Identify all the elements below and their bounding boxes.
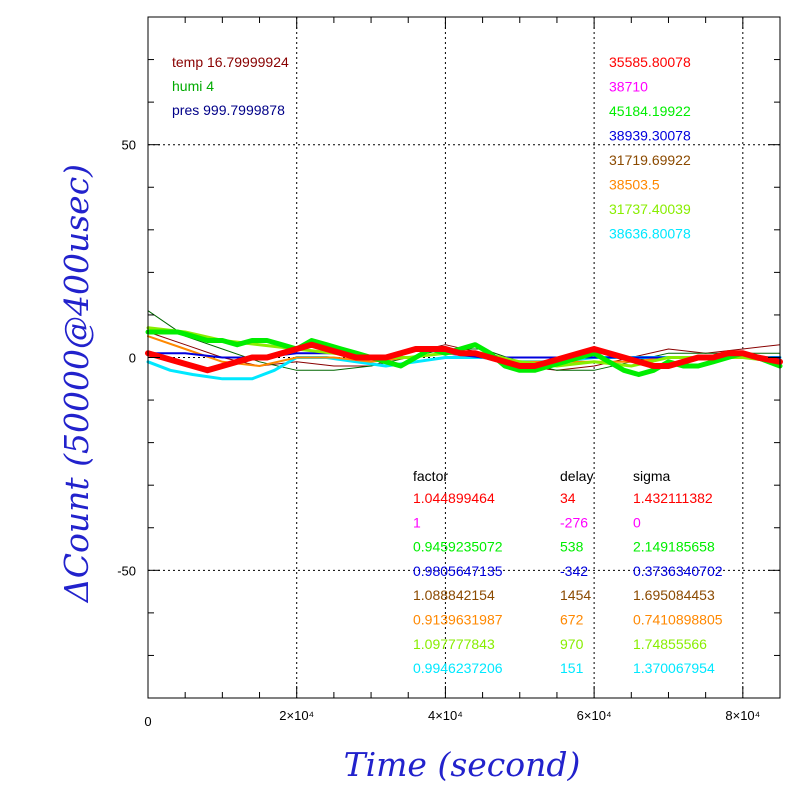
factor-value-label: 0.9459235072 [413,539,503,555]
sigma-value-label: 0.7410898805 [633,612,723,628]
delay-value-label: 34 [560,490,576,506]
env-info-label: temp 16.79999924 [172,54,289,70]
series-line-7 [145,329,783,377]
sigma-value-label: 1.74855566 [633,636,707,652]
delay-value-label: -276 [560,514,588,530]
factor-value-label: 0.9946237206 [413,660,503,676]
tick-marks [147,17,781,698]
delay-value-label: 538 [560,539,584,555]
sigma-value-label: 1.432111382 [633,490,713,506]
delay-value-label: 970 [560,636,584,652]
table-header-label: delay [560,468,593,484]
average-value-label: 35585.80078 [609,54,691,70]
average-value-label: 31737.40039 [609,201,691,217]
factor-value-label: 0.9139631987 [413,612,503,628]
tick-labels: 0 2×10⁴ 4×10⁴ 6×10⁴ 8×10⁴ 50 0 -50 [117,138,760,729]
average-value-label: 31719.69922 [609,152,691,168]
delay-value-label: 1454 [560,587,591,603]
sigma-value-label: 2.149185658 [633,539,715,555]
series-line-8 [145,341,783,374]
average-value-label: 38939.30078 [609,128,691,144]
delay-value-label: 672 [560,612,584,628]
series-layer [145,310,783,381]
factor-value-label: 1.044899464 [413,490,495,506]
table-header-label: sigma [633,468,671,484]
delay-value-label: -342 [560,563,588,579]
env-info-label: pres 999.7999878 [172,102,285,118]
x-tick-label: 0 [144,714,151,729]
table-header-label: factor [413,468,448,484]
factor-value-label: 1.088842154 [413,587,495,603]
average-value-label: 38710 [609,79,648,95]
average-value-label: 38503.5 [609,177,660,193]
sigma-value-label: 0 [633,514,641,530]
x-tick-label: 8×10⁴ [725,708,760,723]
sigma-value-label: 1.695084453 [633,587,715,603]
sigma-value-label: 1.370067954 [633,660,715,676]
env-info-label: humi 4 [172,78,214,94]
factor-value-label: 0.9805647135 [413,563,503,579]
sigma-value-label: 0.3736340702 [633,563,723,579]
x-axis-title: Time (second) [344,745,581,784]
delay-value-label: 151 [560,660,584,676]
x-tick-label: 6×10⁴ [577,708,612,723]
factor-value-label: 1.097777843 [413,636,495,652]
factor-value-label: 1 [413,514,421,530]
y-tick-label: 50 [122,138,136,153]
average-value-label: 45184.19922 [609,103,691,119]
x-tick-label: 4×10⁴ [428,708,463,723]
y-tick-label: -50 [117,563,136,578]
y-axis-title: ΔCount (50000@400usec) [57,164,96,604]
x-tick-label: 2×10⁴ [279,708,314,723]
y-tick-label: 0 [129,351,136,366]
annotations: temp 16.79999924 humi 4 pres 999.7999878 35… [172,54,723,676]
average-value-label: 38636.80078 [609,226,691,242]
